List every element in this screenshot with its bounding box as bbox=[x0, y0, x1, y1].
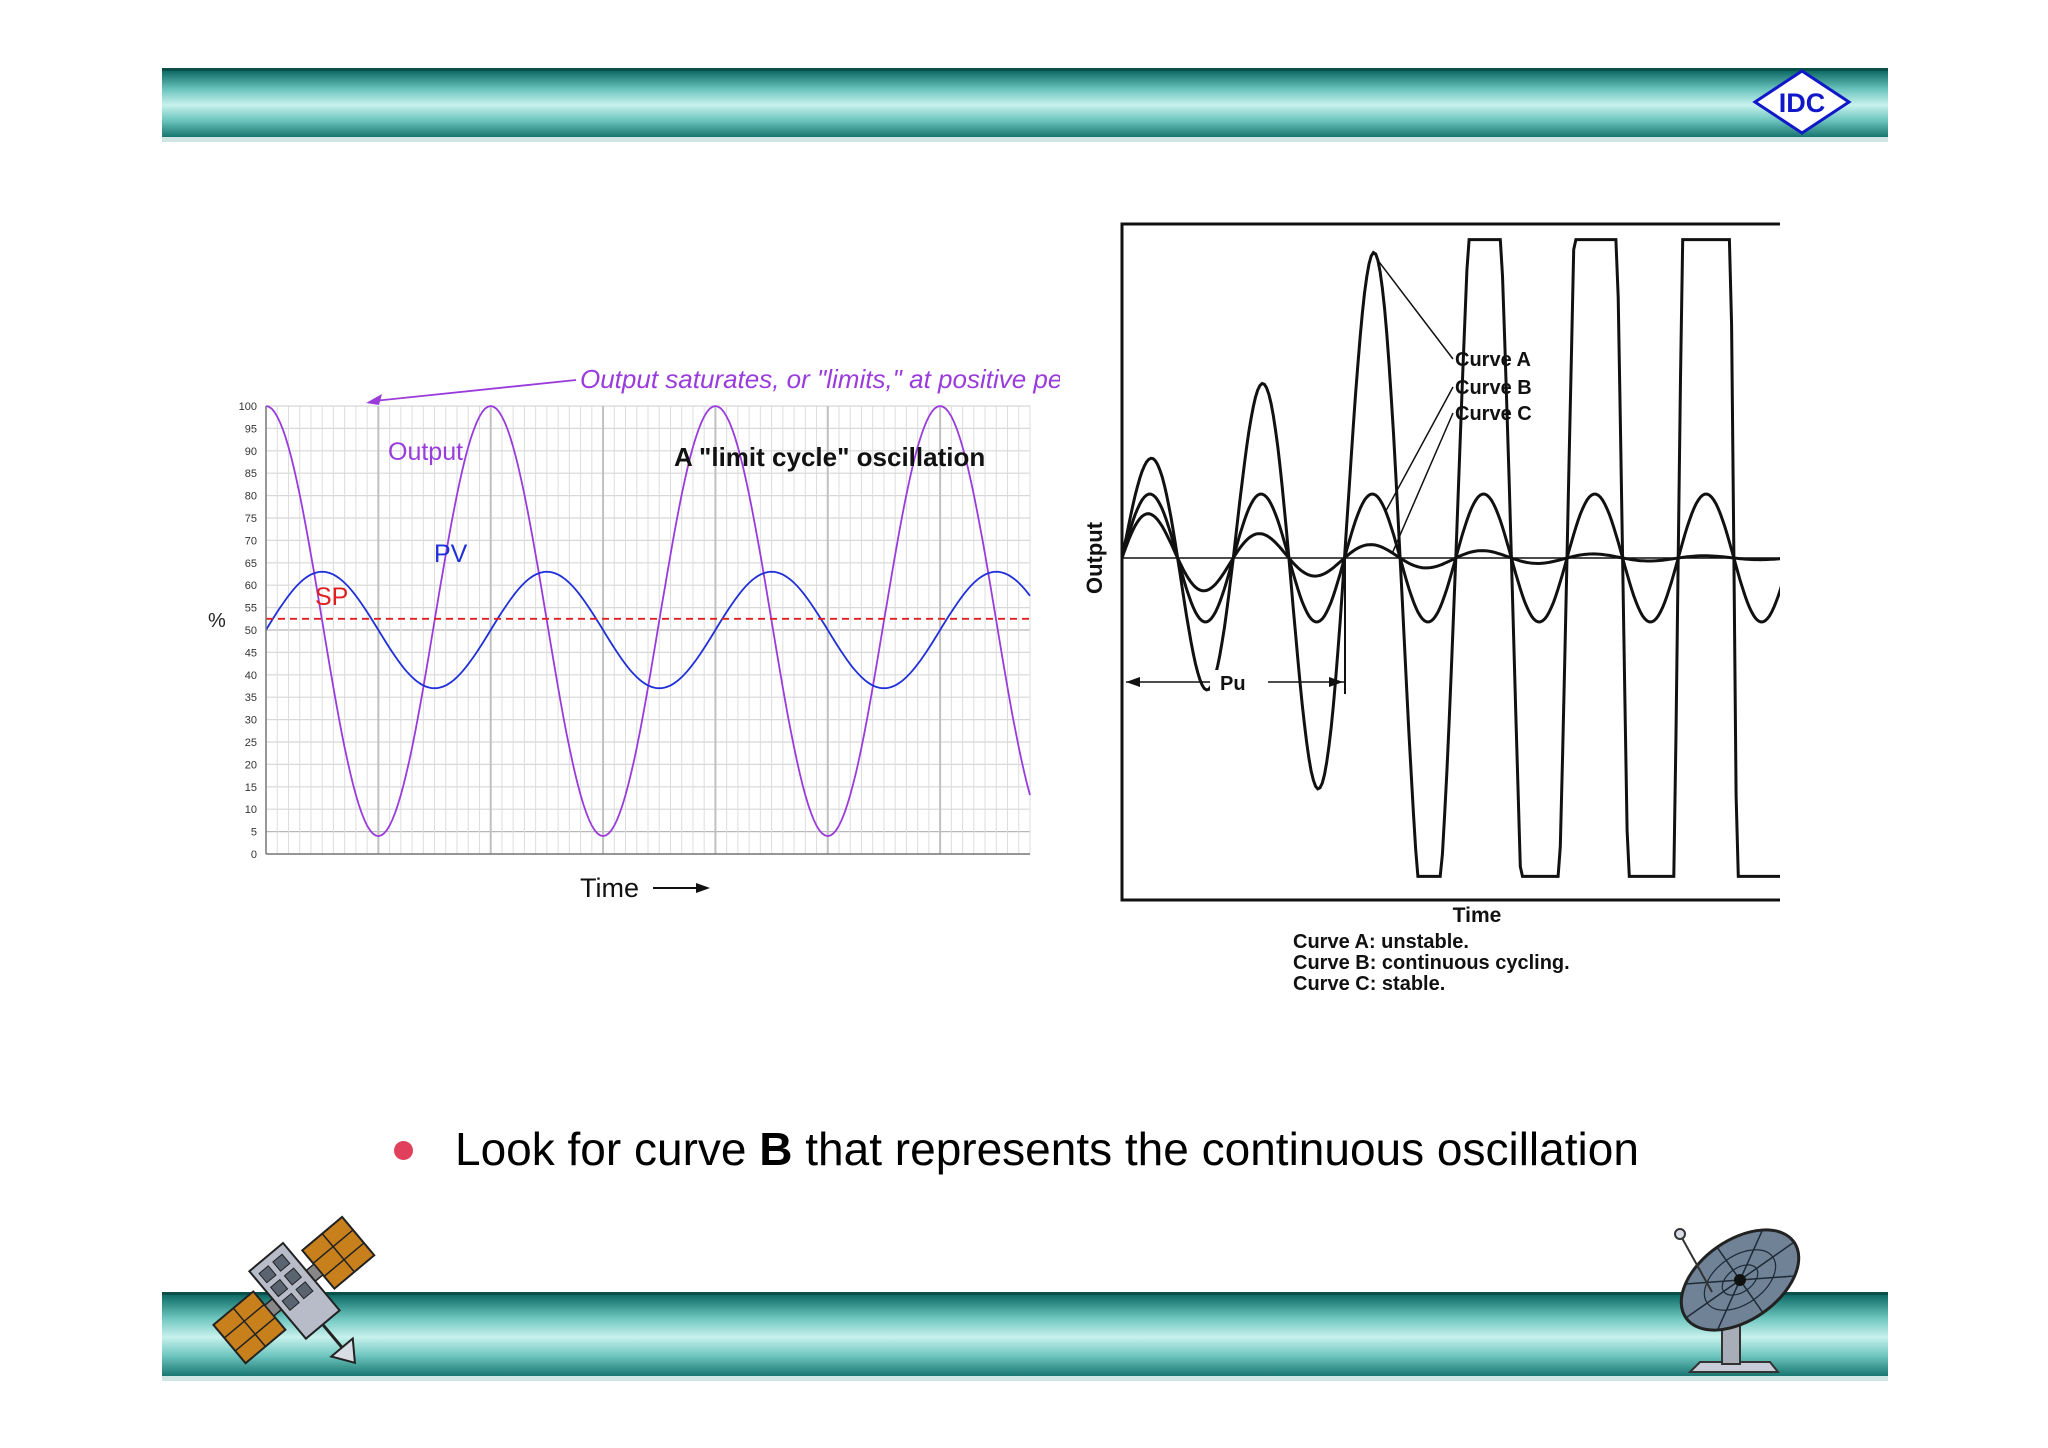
chart1-series-pv bbox=[265, 570, 1031, 690]
chart2-series-curve-c bbox=[1120, 512, 1780, 593]
chart1-y-tick-label: 80 bbox=[245, 491, 257, 503]
chart1-y-tick-label: 45 bbox=[245, 647, 257, 659]
chart2-series-curve-a bbox=[1120, 238, 1780, 878]
chart2-legend: Curve A Curve B Curve C bbox=[1377, 259, 1532, 554]
chart2-legend-item: Curve C bbox=[1455, 403, 1532, 425]
chart2-y-label: Output bbox=[1082, 521, 1107, 594]
chart1-y-tick-label: 55 bbox=[245, 603, 257, 615]
chart1-y-tick-label: 60 bbox=[245, 580, 257, 592]
chart2-frame bbox=[1120, 222, 1780, 902]
chart2-captions: Curve A: unstable. Curve B: continuous c… bbox=[1293, 931, 1570, 995]
chart1-y-tick-label: 15 bbox=[245, 782, 257, 794]
chart2-legend-item: Curve A bbox=[1455, 349, 1531, 371]
chart2-series-curve-b bbox=[1120, 492, 1780, 624]
chart1-title: A "limit cycle" oscillation bbox=[674, 442, 985, 472]
chart1-y-label: % bbox=[208, 610, 226, 632]
chart1-annotation-arrow-line bbox=[373, 379, 577, 402]
idc-logo: IDC bbox=[1752, 69, 1852, 135]
stability-curves-chart: Output Time Curve A Curve B Curve C Pu Cur… bbox=[1082, 222, 1780, 995]
satellite-icon bbox=[212, 1215, 376, 1365]
chart1-annotation: Output saturates, or "limits," at positi… bbox=[580, 364, 1060, 394]
chart2-x-label: Time bbox=[1453, 904, 1502, 927]
chart2-legend-leader bbox=[1385, 386, 1454, 512]
footer-band-shadow bbox=[162, 1376, 1888, 1381]
chart1-y-ticks: 0 5 10 15 20 25 30 35 40 45 50 55 60 65 70 75 80 85 90 95 10… bbox=[239, 401, 257, 861]
logo-text: IDC bbox=[1779, 88, 1826, 118]
chart1-label-sp: SP bbox=[315, 583, 348, 611]
chart1-y-tick-label: 25 bbox=[245, 737, 257, 749]
chart1-y-tick-label: 10 bbox=[245, 804, 257, 816]
bullet-text-start: Look for curve bbox=[455, 1123, 760, 1175]
chart1-y-tick-label: 100 bbox=[239, 401, 257, 413]
chart1-y-tick-label: 65 bbox=[245, 558, 257, 570]
chart1-y-tick-label: 75 bbox=[245, 513, 257, 525]
limit-cycle-chart: 0 5 10 15 20 25 30 35 40 45 50 55 60 65 70 75 80 85 90 95 10… bbox=[208, 364, 1060, 903]
chart1-y-tick-label: 40 bbox=[245, 670, 257, 682]
chart2-legend-leader bbox=[1391, 412, 1454, 554]
chart1-grid bbox=[265, 405, 1031, 855]
pu-label-bg bbox=[1210, 670, 1268, 694]
chart1-y-tick-label: 20 bbox=[245, 759, 257, 771]
chart1-y-tick-label: 50 bbox=[245, 625, 257, 637]
chart1-label-pv: PV bbox=[434, 540, 468, 568]
chart1-y-tick-label: 0 bbox=[251, 849, 257, 861]
pu-arrowhead-left bbox=[1126, 677, 1140, 687]
pu-label: Pu bbox=[1220, 673, 1246, 695]
header-band-shadow bbox=[162, 137, 1888, 142]
header-band bbox=[162, 68, 1888, 139]
chart1-y-tick-label: 70 bbox=[245, 535, 257, 547]
caption-curve-c: Curve C: stable. bbox=[1293, 973, 1445, 995]
chart1-y-tick-label: 85 bbox=[245, 468, 257, 480]
bullet-text-bold: B bbox=[759, 1123, 793, 1175]
chart1-annotation-arrowhead bbox=[366, 394, 382, 405]
chart2-series bbox=[1120, 238, 1780, 878]
chart1-series-output bbox=[265, 405, 1031, 838]
chart1-y-tick-label: 5 bbox=[251, 827, 257, 839]
chart2-legend-leader bbox=[1377, 259, 1454, 360]
caption-curve-a: Curve A: unstable. bbox=[1293, 931, 1469, 953]
chart1-label-output: Output bbox=[388, 438, 463, 466]
caption-curve-b: Curve B: continuous cycling. bbox=[1293, 952, 1570, 974]
chart1-series bbox=[265, 405, 1031, 838]
chart1-x-label: Time bbox=[580, 873, 639, 903]
bullet-dot bbox=[394, 1141, 413, 1161]
pu-arrowhead-right bbox=[1329, 677, 1343, 687]
chart1-y-tick-label: 90 bbox=[245, 446, 257, 458]
chart2-legend-item: Curve B bbox=[1455, 377, 1532, 399]
bullet-text-end: that represents the continuous oscillati… bbox=[792, 1123, 1639, 1175]
footer-band bbox=[162, 1292, 1888, 1379]
bullet-point: Look for curve B that represents the con… bbox=[394, 1122, 1639, 1176]
chart1-y-tick-label: 95 bbox=[245, 423, 257, 435]
satellite-dish-icon bbox=[1674, 1228, 1801, 1373]
chart1-y-tick-label: 30 bbox=[245, 715, 257, 727]
chart1-y-tick-label: 35 bbox=[245, 692, 257, 704]
chart1-time-arrowhead bbox=[696, 883, 710, 893]
